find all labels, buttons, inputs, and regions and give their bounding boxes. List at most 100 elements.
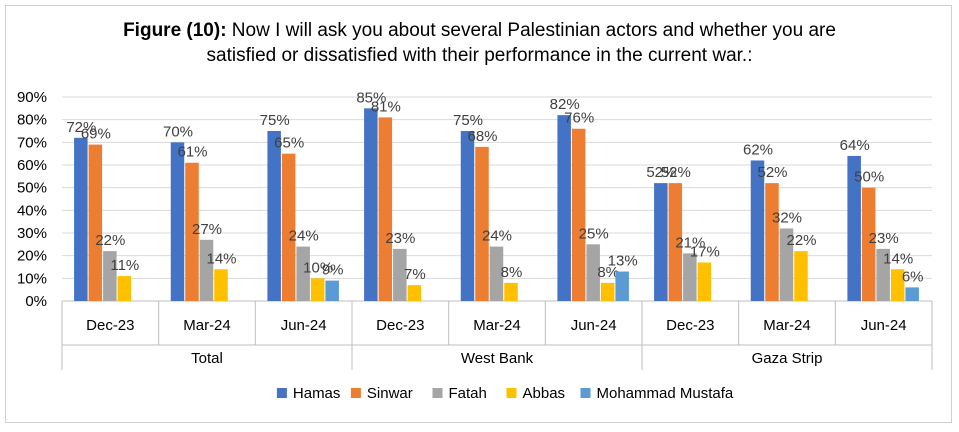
bar-abbas (214, 269, 228, 301)
group-label: Total (191, 350, 223, 367)
data-label: 14% (883, 250, 913, 267)
data-label: 65% (274, 135, 304, 152)
bar-fatah (489, 246, 504, 301)
bar-hamas (170, 142, 185, 301)
legend-swatch (432, 388, 443, 398)
data-label: 14% (206, 250, 236, 267)
bar-sinwar (571, 128, 586, 301)
bar-hamas (74, 137, 88, 301)
bar-sinwar (185, 162, 199, 301)
bar-abbas (600, 282, 615, 301)
category-label: Jun-24 (571, 317, 617, 334)
bar-fatah (393, 248, 407, 301)
data-label: 61% (177, 144, 207, 161)
bar-sinwar (475, 146, 489, 301)
bar-abbas (697, 262, 712, 301)
data-label: 21% (675, 234, 705, 251)
data-label: 72% (66, 119, 96, 136)
legend-label: Hamas (293, 385, 341, 402)
bar-hamas (364, 108, 378, 301)
data-label: 6% (902, 268, 924, 285)
bar-hamas (750, 160, 765, 301)
bar-fatah (199, 239, 214, 301)
category-label: Dec-23 (376, 317, 424, 334)
bar-fatah (103, 251, 117, 301)
data-label: 17% (690, 243, 720, 260)
data-label: 11% (110, 257, 139, 274)
data-label: 22% (786, 232, 816, 249)
y-tick-label: 50% (17, 180, 47, 197)
data-label: 70% (163, 123, 193, 140)
legend-swatch (580, 388, 591, 398)
bar-sinwar (88, 144, 103, 301)
bar-abbas (310, 278, 325, 301)
bar-fatah (876, 248, 890, 301)
bar-sinwar (861, 187, 876, 301)
bar-mohammad-mustafa (615, 271, 629, 301)
y-tick-label: 80% (17, 112, 47, 129)
bar-fatah (779, 228, 794, 301)
data-label: 64% (840, 137, 870, 154)
data-label: 23% (869, 230, 899, 247)
group-label: Gaza Strip (752, 350, 823, 367)
data-label: 7% (404, 266, 426, 283)
bar-abbas (117, 276, 132, 301)
data-label: 76% (564, 110, 594, 127)
data-label: 23% (385, 230, 415, 247)
data-label: 52% (661, 164, 691, 181)
category-label: Jun-24 (281, 317, 327, 334)
title-line-1: Now I will ask you about several Palesti… (226, 20, 836, 41)
category-label: Mar-24 (763, 317, 811, 334)
data-label: 8% (597, 264, 619, 281)
title-line-2: satisfied or dissatisfied with their per… (206, 45, 753, 66)
bar-sinwar (281, 153, 296, 301)
bar-abbas (794, 251, 808, 301)
legend-label: Sinwar (367, 385, 413, 402)
data-label: 10% (303, 259, 333, 276)
bar-fatah (296, 246, 310, 301)
data-label: 24% (289, 228, 319, 245)
data-label: 27% (192, 221, 222, 238)
data-label: 50% (854, 169, 884, 186)
data-label: 81% (371, 98, 401, 115)
title-figure-number: Figure (10): (123, 20, 227, 41)
data-label: 82% (550, 96, 580, 113)
data-label: 52% (757, 164, 787, 181)
legend-label: Fatah (449, 385, 487, 402)
bar-sinwar (668, 183, 683, 301)
y-tick-label: 0% (25, 293, 47, 310)
bar-sinwar (765, 183, 779, 301)
bar-hamas (460, 131, 475, 301)
data-label: 62% (743, 141, 773, 158)
legend-swatch (350, 388, 361, 398)
bar-abbas (890, 269, 905, 301)
category-label: Dec-23 (86, 317, 134, 334)
bar-mohammad-mustafa (905, 287, 919, 301)
data-label: 22% (95, 232, 125, 249)
bar-fatah (683, 253, 697, 301)
y-tick-label: 90% (17, 89, 47, 106)
group-label: West Bank (461, 350, 534, 367)
bar-abbas (407, 285, 422, 301)
data-label: 52% (646, 164, 676, 181)
bar-hamas (847, 155, 861, 301)
data-label: 75% (453, 112, 483, 129)
legend-label: Mohammad Mustafa (597, 385, 734, 402)
y-tick-label: 40% (17, 202, 47, 219)
data-label: 69% (81, 126, 111, 143)
category-label: Mar-24 (473, 317, 521, 334)
category-label: Mar-24 (183, 317, 231, 334)
data-label: 32% (772, 209, 802, 226)
chart-title: Figure (10): Now I will ask you about se… (0, 18, 959, 68)
legend-swatch (506, 388, 517, 398)
y-tick-label: 10% (17, 270, 47, 287)
category-label: Dec-23 (666, 317, 714, 334)
y-tick-label: 70% (17, 134, 47, 151)
data-label: 25% (579, 225, 609, 242)
data-label: 9% (322, 262, 344, 279)
legend-swatch (276, 388, 287, 398)
data-label: 24% (482, 228, 512, 245)
bar-hamas (557, 115, 571, 301)
data-label: 13% (608, 253, 638, 270)
bar-hamas (267, 131, 281, 301)
